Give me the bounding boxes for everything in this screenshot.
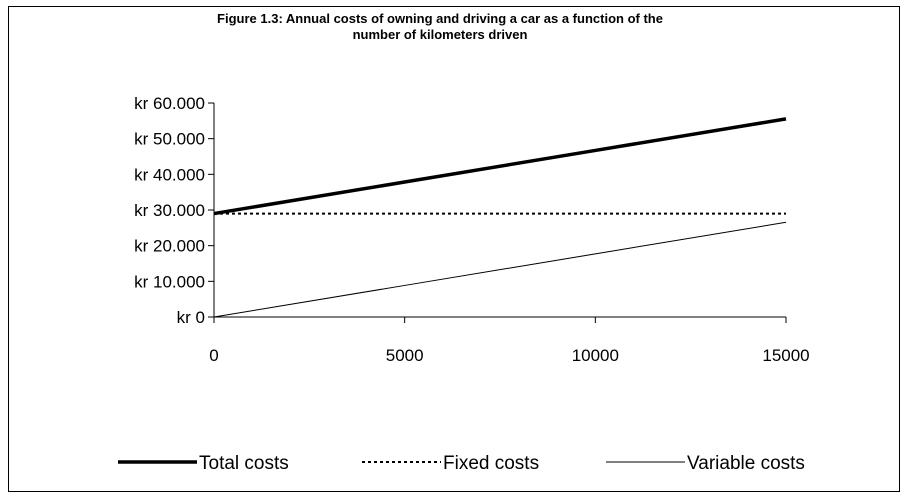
chart-border <box>8 6 900 492</box>
x-tick-label: 0 <box>209 346 218 365</box>
y-tick-label: kr 20.000 <box>134 237 205 256</box>
x-tick-label: 15000 <box>762 346 809 365</box>
chart-title: Figure 1.3: Annual costs of owning and d… <box>217 11 663 42</box>
x-tick-label: 5000 <box>386 346 424 365</box>
y-tick-label: kr 0 <box>177 308 205 327</box>
y-tick-label: kr 60.000 <box>134 94 205 113</box>
y-tick-label: kr 40.000 <box>134 165 205 184</box>
y-tick-label: kr 10.000 <box>134 272 205 291</box>
legend-label: Total costs <box>199 453 289 474</box>
x-tick-label: 10000 <box>572 346 619 365</box>
series-line <box>213 117 787 216</box>
y-tick-label: kr 50.000 <box>134 130 205 149</box>
series-line <box>213 221 787 318</box>
y-tick-label: kr 30.000 <box>134 201 205 220</box>
legend-label: Fixed costs <box>443 453 539 474</box>
legend-label: Variable costs <box>687 453 805 474</box>
